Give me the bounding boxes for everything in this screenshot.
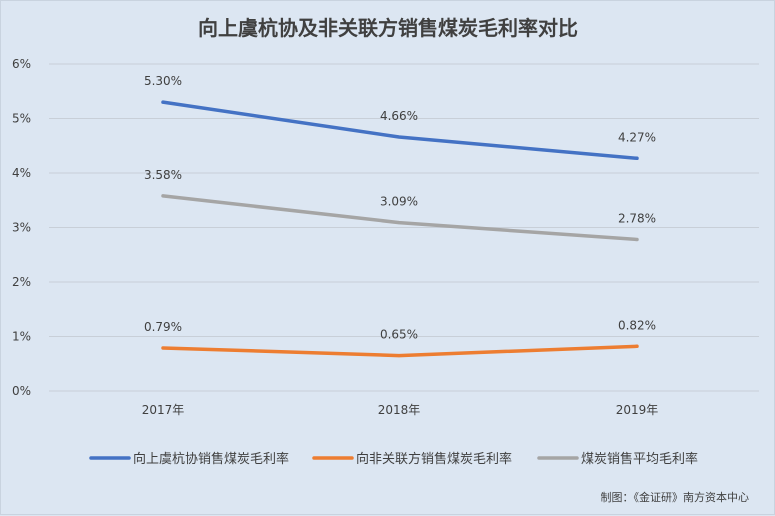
grid — [49, 63, 759, 392]
y-tick-label: 0% — [12, 384, 31, 398]
data-point — [635, 156, 639, 160]
data-label: 2.78% — [618, 211, 656, 225]
data-point — [161, 346, 165, 350]
credit-text: 制图：《金证研》南方资本中心 — [601, 490, 750, 504]
data-labels: 5.30% 4.66% 4.27% 0.79% 0.65% 0.82% 3.58% 3.09%… — [144, 74, 656, 341]
data-point — [635, 237, 639, 241]
data-label: 3.09% — [380, 195, 418, 209]
data-label: 0.65% — [380, 328, 418, 342]
legend-label: 向非关联方销售煤炭毛利率 — [356, 451, 512, 467]
y-tick-label: 6% — [12, 57, 31, 71]
data-label: 3.58% — [144, 168, 182, 182]
data-point — [397, 354, 401, 358]
data-label: 5.30% — [144, 74, 182, 88]
data-point — [397, 221, 401, 225]
x-tick-label: 2018年 — [378, 403, 421, 417]
y-tick-label: 5% — [12, 112, 31, 126]
x-tick-label: 2017年 — [142, 403, 185, 417]
chart-title: 向上虞杭协及非关联方销售煤炭毛利率对比 — [198, 16, 578, 40]
data-point — [635, 344, 639, 348]
data-label: 0.79% — [144, 320, 182, 334]
legend-label: 煤炭销售平均毛利率 — [581, 451, 698, 467]
legend: 向上虞杭协销售煤炭毛利率 向非关联方销售煤炭毛利率 煤炭销售平均毛利率 — [89, 451, 698, 467]
y-tick-label: 4% — [12, 166, 31, 180]
data-point — [161, 194, 165, 198]
legend-label: 向上虞杭协销售煤炭毛利率 — [133, 451, 289, 467]
y-tick-label: 1% — [12, 330, 31, 344]
data-label: 4.66% — [380, 109, 418, 123]
data-point — [397, 135, 401, 139]
y-tick-label: 2% — [12, 275, 31, 289]
series-line — [161, 344, 639, 358]
y-tick-label: 3% — [12, 221, 31, 235]
x-axis: 2017年 2018年 2019年 — [142, 403, 659, 417]
data-label: 0.82% — [618, 318, 656, 332]
x-tick-label: 2019年 — [616, 403, 659, 417]
data-label: 4.27% — [618, 130, 656, 144]
y-axis: 0% 1% 2% 3% 4% 5% 6% — [12, 57, 31, 398]
data-point — [161, 100, 165, 104]
series-lines — [161, 100, 639, 358]
